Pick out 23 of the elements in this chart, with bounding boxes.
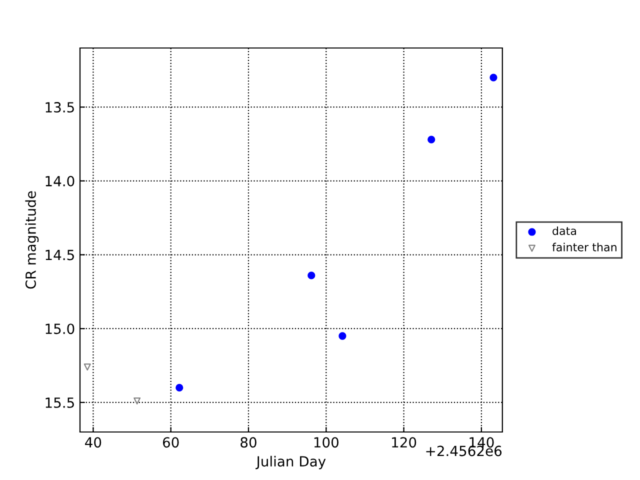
x-axis-title: Julian Day [256, 456, 326, 470]
text: +2.4562e6 [426, 446, 502, 456]
legend-label: data [552, 226, 576, 236]
y-tick-label: 13.5 [46, 102, 74, 113]
y-tick-label: 14.5 [46, 250, 74, 260]
y-tick-label: 15.5 [46, 398, 74, 408]
point [308, 272, 316, 280]
x-tick-label: 100 [314, 437, 338, 448]
point [134, 397, 141, 404]
point [338, 332, 346, 340]
point [176, 384, 184, 392]
y-tick-label: 15.0 [46, 324, 74, 334]
legend-label: fainter than [552, 242, 616, 252]
x-tick-label: 60 [162, 437, 179, 448]
x-tick-label: 140 [470, 437, 494, 448]
y-tick-label: 14.0 [46, 176, 74, 186]
x-tick-label: 40 [85, 437, 102, 448]
x-tick-label: 80 [240, 437, 256, 448]
y-axis-title: CR magnitude [25, 191, 39, 289]
point [428, 136, 436, 144]
point [84, 364, 91, 371]
point [490, 74, 498, 82]
x-tick-label: 120 [392, 437, 416, 448]
